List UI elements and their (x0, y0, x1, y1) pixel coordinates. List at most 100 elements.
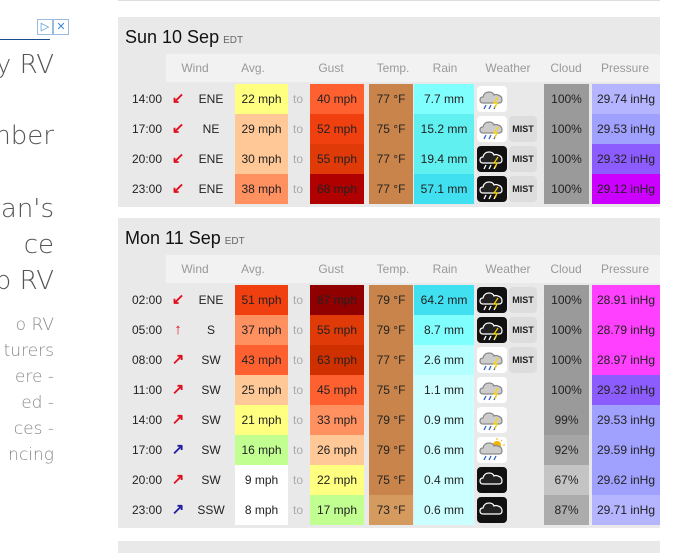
gust-speed-cell: 63 mph (310, 345, 364, 375)
forecast-row: 23:00 ↙ ENE 38 mph to 68 mph 77 °F 57.1 mm MIST 1… (118, 174, 660, 204)
gust-speed-cell: 22 mph (310, 465, 364, 495)
avg-speed-cell: 43 mph (235, 345, 288, 375)
cloud-cover-cell: 100% (544, 345, 589, 375)
wind-direction-cell: SW (201, 353, 221, 367)
time-cell: 23:00 (131, 503, 162, 517)
header-pressure: Pressure (600, 61, 650, 75)
wind-direction-cell: ENE (198, 92, 224, 106)
avg-speed-cell: 38 mph (235, 174, 288, 204)
adchoices-badge[interactable]: ▷ ✕ (37, 19, 69, 35)
pressure-cell: 29.59 inHg (592, 435, 660, 465)
wind-arrow-icon: ↗ (171, 411, 185, 428)
ad-text-line: turers (3, 341, 54, 361)
rain-cell: 0.6 mm (414, 435, 474, 465)
gust-speed-cell: 87 mph (310, 285, 364, 315)
column-headers: Wind Avg. Gust Temp. Rain Weather Cloud Pressur… (166, 255, 660, 283)
wind-arrow-icon: ↗ (171, 441, 185, 458)
wind-arrow-icon: ↗ (171, 471, 185, 488)
header-weather: Weather (485, 262, 531, 276)
temperature-cell: 77 °F (369, 84, 413, 114)
header-gust: Gust (318, 262, 344, 276)
forecast-row: 05:00 ↑ S 37 mph to 55 mph 79 °F 8.7 mm MIST 100%… (118, 315, 660, 345)
rain-cell: 19.4 mm (414, 144, 474, 174)
ad-text-line: ces - (13, 419, 54, 439)
cloud-night-icon (477, 497, 507, 523)
temperature-cell: 75 °F (369, 375, 413, 405)
temperature-cell: 73 °F (369, 495, 413, 525)
time-cell: 11:00 (132, 383, 162, 397)
avg-speed-cell: 21 mph (235, 405, 288, 435)
day-title: Sun 10 Sep EDT (125, 27, 243, 48)
cloud-cover-cell: 67% (544, 465, 589, 495)
cloud-rain-icon (477, 86, 507, 112)
rain-cell: 0.6 mm (414, 495, 474, 525)
ad-banner[interactable]: ▷✕ ay RV mber gan's ce p RV o RV turers … (0, 0, 118, 551)
wind-direction-cell: ENE (198, 182, 224, 196)
next-day-block (118, 541, 660, 553)
wind-arrow-icon: ↙ (171, 180, 185, 197)
forecast-row: 17:00 ↗ SW 16 mph to 26 mph 79 °F 0.6 mm 92% 29.5… (118, 435, 660, 465)
avg-speed-cell: 29 mph (235, 114, 288, 144)
weather-cell (476, 465, 540, 495)
ad-text-line[interactable]: mber (0, 121, 54, 151)
rain-cell: 0.4 mm (414, 465, 474, 495)
ad-text-line[interactable]: ay RV (0, 50, 54, 80)
ad-text-line: ere - (14, 367, 54, 387)
weather-cell (476, 435, 540, 465)
to-label: to (292, 383, 303, 397)
forecast-row: 08:00 ↗ SW 43 mph to 63 mph 77 °F 2.6 mm MIST 100… (118, 345, 660, 375)
avg-speed-cell: 30 mph (235, 144, 288, 174)
rain-cell: 15.2 mm (414, 114, 474, 144)
temperature-cell: 77 °F (369, 174, 413, 204)
gust-speed-cell: 52 mph (310, 114, 364, 144)
day-title-text: Sun 10 Sep (125, 27, 220, 47)
wind-arrow-icon: ↙ (171, 291, 185, 308)
adchoices-icon[interactable]: ▷ (37, 19, 53, 35)
temperature-cell: 75 °F (369, 114, 413, 144)
mist-badge: MIST (509, 176, 537, 202)
weather-cell: MIST (476, 174, 540, 204)
wind-direction-cell: NE (202, 122, 220, 136)
to-label: to (292, 92, 303, 106)
ad-text-line[interactable]: p RV (0, 266, 54, 296)
wind-direction-cell: SW (201, 383, 221, 397)
avg-speed-cell: 16 mph (235, 435, 288, 465)
mist-badge: MIST (509, 146, 537, 172)
time-cell: 02:00 (131, 293, 162, 307)
ad-text-line[interactable]: gan's (0, 194, 54, 224)
wind-arrow-icon: ↙ (171, 90, 185, 107)
wind-direction-cell: ENE (198, 152, 224, 166)
avg-speed-cell: 9 mph (235, 465, 288, 495)
rain-cell: 7.7 mm (414, 84, 474, 114)
temperature-cell: 77 °F (369, 345, 413, 375)
temperature-cell: 79 °F (369, 315, 413, 345)
ad-text-line: ed - (21, 393, 54, 413)
weather-cell: MIST (476, 144, 540, 174)
forecast-row: 02:00 ↙ ENE 51 mph to 87 mph 79 °F 64.2 mm MIST 1… (118, 285, 660, 315)
cloud-heavy-rain-icon (477, 317, 507, 343)
wind-direction-cell: SW (201, 443, 221, 457)
header-avg: Avg. (241, 61, 265, 75)
wind-arrow-icon: ↙ (171, 120, 185, 137)
forecast-row: 11:00 ↗ SW 25 mph to 45 mph 75 °F 1.1 mm 100% 29.… (118, 375, 660, 405)
forecast-row: 14:00 ↗ SW 21 mph to 33 mph 79 °F 0.9 mm 99% 29.5… (118, 405, 660, 435)
ad-divider (0, 39, 50, 40)
wind-direction-cell: SW (201, 413, 221, 427)
ad-text-line[interactable]: ce (23, 230, 54, 260)
cloud-cover-cell: 99% (544, 405, 589, 435)
avg-speed-cell: 51 mph (235, 285, 288, 315)
close-icon[interactable]: ✕ (53, 19, 69, 35)
cloud-rain-icon (477, 377, 507, 403)
day-block: Mon 11 Sep EDT Wind Avg. Gust Temp. Rain Weath… (118, 218, 660, 528)
cloud-cover-cell: 87% (544, 495, 589, 525)
header-avg: Avg. (241, 262, 265, 276)
sun-cloud-rain-icon (477, 437, 507, 463)
cloud-rain-icon (477, 407, 507, 433)
forecast-row: 20:00 ↙ ENE 30 mph to 55 mph 77 °F 19.4 mm MIST 1… (118, 144, 660, 174)
time-cell: 14:00 (131, 413, 162, 427)
wind-arrow-icon: ↗ (171, 501, 185, 518)
forecast-row: 20:00 ↗ SW 9 mph to 22 mph 75 °F 0.4 mm 67% 29.62… (118, 465, 660, 495)
to-label: to (292, 122, 303, 136)
to-label: to (292, 152, 303, 166)
weather-cell (476, 375, 540, 405)
